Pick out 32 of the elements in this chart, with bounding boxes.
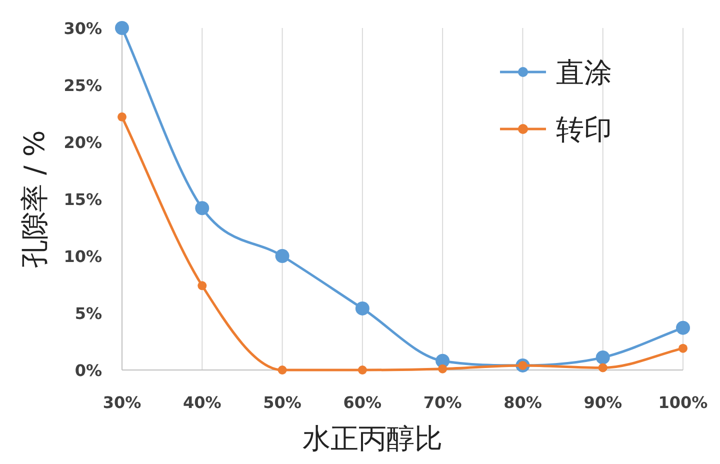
point <box>198 281 207 290</box>
legend-label: 转印 <box>556 113 612 146</box>
point <box>118 112 126 122</box>
point <box>355 301 370 316</box>
point <box>676 320 690 335</box>
point <box>678 344 688 353</box>
x-tick-label: 60% <box>343 393 382 412</box>
y-tick-label: 30% <box>64 19 102 38</box>
point <box>275 249 290 263</box>
y-tick-label: 25% <box>64 76 102 95</box>
point <box>278 366 287 374</box>
y-tick-label: 10% <box>64 247 102 266</box>
point <box>598 363 608 372</box>
point <box>115 21 129 35</box>
y-axis-title: 孔隙率 / % <box>18 130 51 268</box>
x-tick-label: 100% <box>658 393 708 412</box>
x-tick-label: 80% <box>504 393 542 412</box>
y-tick-label: 15% <box>64 190 102 209</box>
x-tick-label: 40% <box>182 393 222 412</box>
point <box>358 366 367 374</box>
y-tick-label: 0% <box>74 361 102 380</box>
y-tick-label: 20% <box>64 133 102 152</box>
point <box>438 364 448 374</box>
x-tick-label: 30% <box>102 393 142 412</box>
legend-label: 直涂 <box>556 56 612 89</box>
y-tick-label: 5% <box>74 304 102 323</box>
point <box>195 201 210 216</box>
point <box>596 350 610 364</box>
x-tick-label: 90% <box>584 393 622 412</box>
x-tick-label: 50% <box>263 393 302 412</box>
x-axis-title: 水正丙醇比 <box>302 422 442 455</box>
x-tick-label: 70% <box>423 393 462 412</box>
